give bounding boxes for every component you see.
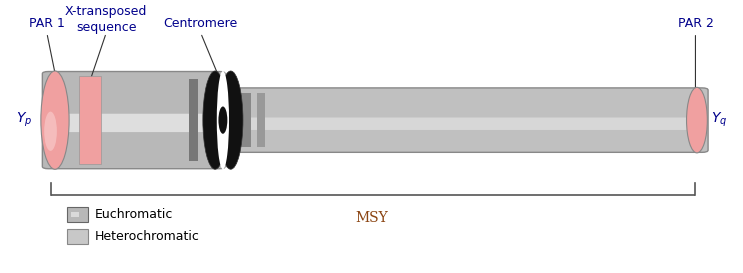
Ellipse shape [203,71,227,169]
Ellipse shape [218,106,227,134]
Text: X-transposed
sequence: X-transposed sequence [65,5,147,34]
Ellipse shape [687,87,707,153]
Text: Euchromatic: Euchromatic [95,208,173,221]
Bar [189,79,198,161]
Ellipse shape [41,71,69,169]
Bar [257,93,265,147]
Bar [71,212,79,217]
Ellipse shape [217,71,229,169]
Ellipse shape [44,112,57,151]
FancyBboxPatch shape [224,117,697,130]
FancyBboxPatch shape [42,72,225,169]
FancyBboxPatch shape [217,88,708,152]
Text: $\mathit{Y}_q$: $\mathit{Y}_q$ [711,111,727,129]
FancyBboxPatch shape [67,207,88,222]
Text: MSY: MSY [355,211,388,225]
Text: $\mathit{Y}_p$: $\mathit{Y}_p$ [16,111,32,129]
Bar [235,93,251,147]
Text: Centromere: Centromere [163,17,238,30]
Bar [67,229,88,244]
Bar [79,76,101,164]
Text: PAR 2: PAR 2 [678,17,713,30]
FancyBboxPatch shape [50,114,218,132]
Text: Heterochromatic: Heterochromatic [95,230,200,243]
Text: PAR 1: PAR 1 [29,17,65,30]
Ellipse shape [218,71,243,169]
